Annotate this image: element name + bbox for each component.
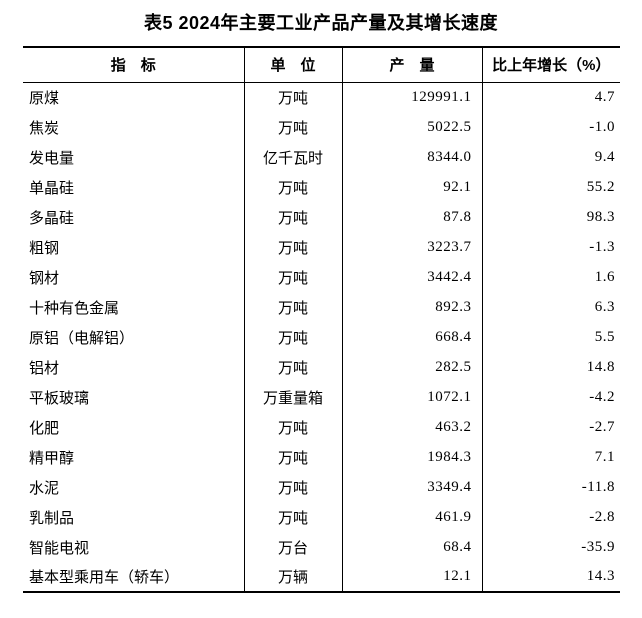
unit-cell: 万吨	[243, 442, 342, 472]
growth-cell: 55.2	[481, 172, 620, 202]
unit-cell: 万吨	[243, 112, 342, 142]
output-cell: 461.9	[341, 502, 482, 532]
table-row: 粗钢 万吨 3223.7 -1.3	[23, 232, 620, 262]
output-cell: 1984.3	[341, 442, 482, 472]
output-cell: 892.3	[341, 292, 482, 322]
indicator-cell: 铝材	[29, 360, 60, 377]
indicator-cell: 原铝（电解铝）	[29, 330, 135, 347]
indicator-cell: 化肥	[29, 420, 60, 437]
growth-cell: 14.3	[481, 562, 620, 592]
growth-cell: 1.6	[481, 262, 620, 292]
unit-cell: 万辆	[243, 562, 342, 592]
unit-cell: 万吨	[243, 292, 342, 322]
unit-cell: 万重量箱	[243, 382, 342, 412]
unit-cell: 万吨	[243, 262, 342, 292]
growth-cell: -11.8	[481, 472, 620, 502]
table-row: 焦炭 万吨 5022.5 -1.0	[23, 112, 620, 142]
unit-cell: 万吨	[243, 82, 342, 112]
table-row: 原煤 万吨 129991.1 4.7	[23, 82, 620, 112]
table-row: 乳制品 万吨 461.9 -2.8	[23, 502, 620, 532]
growth-cell: -35.9	[481, 532, 620, 562]
unit-cell: 万吨	[243, 352, 342, 382]
growth-cell: -2.7	[481, 412, 620, 442]
indicator-cell: 单晶硅	[29, 180, 75, 197]
indicator-cell: 粗钢	[29, 240, 60, 257]
table-row: 单晶硅 万吨 92.1 55.2	[23, 172, 620, 202]
table-row: 发电量 亿千瓦时 8344.0 9.4	[23, 142, 620, 172]
indicator-cell: 水泥	[29, 480, 60, 497]
table-row: 钢材 万吨 3442.4 1.6	[23, 262, 620, 292]
indicator-cell: 平板玻璃	[29, 390, 90, 407]
growth-cell: 9.4	[481, 142, 620, 172]
growth-cell: 5.5	[481, 322, 620, 352]
table-row: 基本型乘用车（轿车） 万辆 12.1 14.3	[23, 562, 620, 592]
indicator-cell: 钢材	[29, 270, 60, 287]
growth-cell: -4.2	[481, 382, 620, 412]
growth-cell: 98.3	[481, 202, 620, 232]
growth-cell: -1.3	[481, 232, 620, 262]
table-row: 精甲醇 万吨 1984.3 7.1	[23, 442, 620, 472]
output-cell: 3223.7	[341, 232, 482, 262]
growth-cell: 4.7	[481, 82, 620, 112]
output-cell: 68.4	[341, 532, 482, 562]
output-cell: 668.4	[341, 322, 482, 352]
table-row: 平板玻璃 万重量箱 1072.1 -4.2	[23, 382, 620, 412]
header-unit: 单 位	[243, 47, 342, 83]
table-row: 水泥 万吨 3349.4 -11.8	[23, 472, 620, 502]
unit-cell: 万吨	[243, 172, 342, 202]
output-cell: 1072.1	[341, 382, 482, 412]
header-indicator: 指 标	[23, 47, 244, 83]
unit-cell: 万吨	[243, 232, 342, 262]
table-row: 铝材 万吨 282.5 14.8	[23, 352, 620, 382]
unit-cell: 万台	[243, 532, 342, 562]
growth-cell: 7.1	[481, 442, 620, 472]
growth-cell: 14.8	[481, 352, 620, 382]
table-title: 表5 2024年主要工业产品产量及其增长速度	[143, 13, 499, 33]
header-output: 产 量	[341, 47, 482, 83]
unit-cell: 万吨	[243, 412, 342, 442]
unit-cell: 万吨	[243, 472, 342, 502]
output-cell: 282.5	[341, 352, 482, 382]
table-row: 十种有色金属 万吨 892.3 6.3	[23, 292, 620, 322]
indicator-cell: 原煤	[29, 90, 60, 107]
table-row: 多晶硅 万吨 87.8 98.3	[23, 202, 620, 232]
output-cell: 3442.4	[341, 262, 482, 292]
indicator-cell: 乳制品	[29, 510, 75, 527]
output-cell: 463.2	[341, 412, 482, 442]
table-row: 化肥 万吨 463.2 -2.7	[23, 412, 620, 442]
header-row: 指 标 单 位 产 量 比上年增长（%）	[23, 47, 620, 83]
output-cell: 129991.1	[341, 82, 482, 112]
growth-cell: -1.0	[481, 112, 620, 142]
unit-cell: 万吨	[243, 202, 342, 232]
output-cell: 92.1	[341, 172, 482, 202]
indicator-cell: 多晶硅	[29, 210, 75, 227]
indicator-cell: 基本型乘用车（轿车）	[29, 570, 180, 586]
table-body: 原煤 万吨 129991.1 4.7 焦炭 万吨 5022.5 -1.0 发电量…	[23, 82, 620, 592]
indicator-cell: 精甲醇	[29, 450, 75, 467]
output-cell: 5022.5	[341, 112, 482, 142]
unit-cell: 万吨	[243, 322, 342, 352]
table-row: 智能电视 万台 68.4 -35.9	[23, 532, 620, 562]
unit-cell: 万吨	[243, 502, 342, 532]
table-row: 原铝（电解铝） 万吨 668.4 5.5	[23, 322, 620, 352]
indicator-cell: 智能电视	[29, 540, 90, 557]
indicator-cell: 十种有色金属	[29, 300, 120, 317]
output-cell: 12.1	[341, 562, 482, 592]
output-cell: 8344.0	[341, 142, 482, 172]
growth-cell: 6.3	[481, 292, 620, 322]
header-growth: 比上年增长（%）	[481, 47, 620, 83]
unit-cell: 亿千瓦时	[243, 142, 342, 172]
industrial-output-table: 指 标 单 位 产 量 比上年增长（%） 原煤 万吨 129991.1 4.7 …	[23, 46, 620, 593]
growth-cell: -2.8	[481, 502, 620, 532]
output-cell: 3349.4	[341, 472, 482, 502]
indicator-cell: 焦炭	[29, 120, 60, 137]
output-cell: 87.8	[341, 202, 482, 232]
indicator-cell: 发电量	[29, 150, 75, 167]
